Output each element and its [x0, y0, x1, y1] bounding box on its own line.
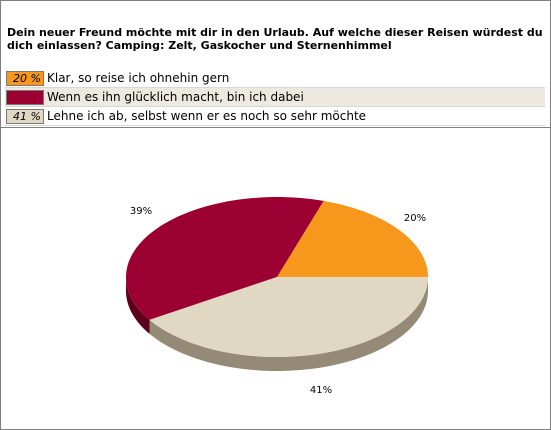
answer-row: 41 % Lehne ich ab, selbst wenn er es noc…: [5, 107, 545, 126]
answer-label: Klar, so reise ich ohnehin gern: [47, 71, 230, 85]
pie-data-label: 41%: [310, 385, 332, 396]
answer-legend: 20 % Klar, so reise ich ohnehin gern 39 …: [5, 69, 545, 126]
answer-row: 39 % Wenn es ihn glücklich macht, bin ic…: [5, 88, 545, 107]
pie-slice-side: [126, 277, 150, 334]
answer-percentage: 20 %: [6, 70, 44, 86]
pie-slice-side: [149, 277, 428, 371]
pie-data-label: 20%: [404, 213, 426, 224]
answer-row: 20 % Klar, so reise ich ohnehin gern: [5, 69, 545, 88]
answer-percentage: 41 %: [6, 108, 44, 124]
answer-percentage: 39 %: [6, 89, 44, 105]
answer-label: Lehne ich ab, selbst wenn er es noch so …: [47, 109, 367, 123]
pie-slice: [149, 277, 428, 357]
poll-question: Dein neuer Freund möchte mit dir in den …: [7, 26, 543, 52]
answer-label: Wenn es ihn glücklich macht, bin ich dab…: [47, 90, 304, 104]
pie-slice: [277, 200, 428, 277]
pie-data-label: 39%: [130, 206, 152, 217]
pie-slice: [126, 197, 324, 320]
pie-chart: 20% 39% 41%: [126, 197, 428, 396]
divider: [1, 127, 550, 128]
